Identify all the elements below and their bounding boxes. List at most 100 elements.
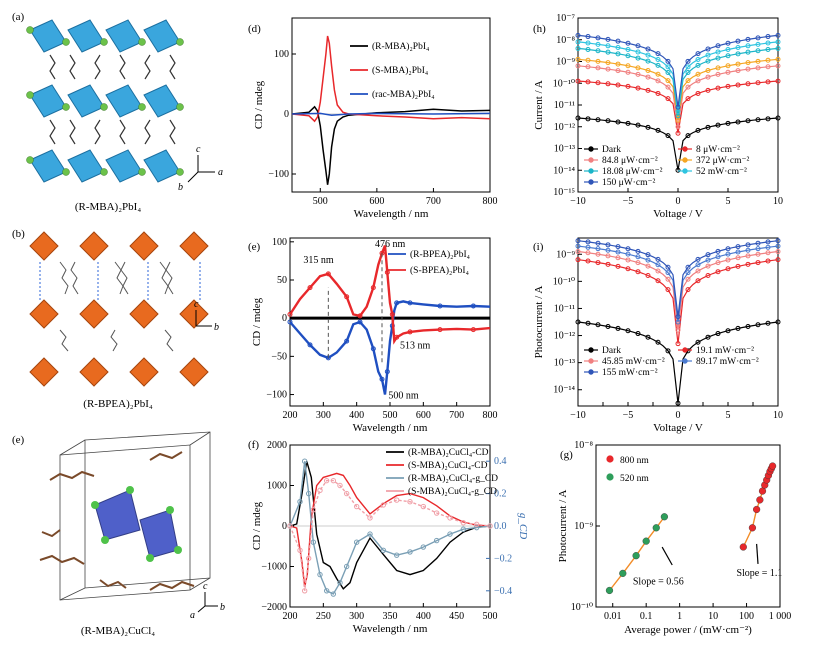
series-marker xyxy=(470,303,476,309)
series-marker xyxy=(625,63,631,69)
x-tick-label: −5 xyxy=(623,196,634,207)
y-right-tick-label: −0.2 xyxy=(494,553,512,564)
series-marker xyxy=(735,263,741,269)
x-axis-label: Wavelength / nm xyxy=(353,422,428,434)
series-line-0 xyxy=(577,321,779,404)
series-marker xyxy=(715,43,721,49)
series-marker xyxy=(765,250,771,256)
series-marker xyxy=(715,269,721,275)
series-marker xyxy=(595,117,601,123)
series-line-1 xyxy=(291,35,491,123)
series-marker xyxy=(367,515,373,521)
series-marker xyxy=(625,246,631,252)
x-tick-label: 500 xyxy=(383,410,398,421)
series-marker xyxy=(317,487,323,494)
series-marker xyxy=(655,51,661,57)
legend-label: (R-BPEA)₂PbI₄ xyxy=(410,249,470,260)
series-marker xyxy=(460,520,467,526)
panel-d-label: (d) xyxy=(248,23,261,35)
panel-g-label: (g) xyxy=(560,449,573,461)
y-axis-label: Current / A xyxy=(533,80,545,130)
series-marker xyxy=(625,47,631,53)
series-marker xyxy=(665,270,671,276)
series-marker xyxy=(675,319,681,325)
y-tick-label: 10⁻¹¹ xyxy=(554,303,575,314)
series-marker xyxy=(575,319,581,325)
x-tick-label: 0 xyxy=(676,410,681,421)
data-point xyxy=(756,496,764,504)
octahedra-layer-middle xyxy=(29,84,181,118)
series-marker xyxy=(575,39,581,45)
series-marker xyxy=(765,244,771,250)
y-axis-label: CD / mdeg xyxy=(251,501,263,550)
series-marker xyxy=(655,90,661,96)
y-tick-label: 10⁻¹¹ xyxy=(554,100,575,111)
legend-marker xyxy=(682,146,688,152)
series-marker xyxy=(775,39,781,45)
series-marker xyxy=(725,63,731,69)
series-marker xyxy=(595,41,601,47)
series-marker xyxy=(625,257,631,263)
y-tick-label: 10⁻¹⁰ xyxy=(553,276,575,287)
x-tick-label: 1 xyxy=(677,611,682,622)
series-marker xyxy=(407,549,413,555)
y-tick-label: 10⁻¹² xyxy=(554,331,575,342)
series-marker xyxy=(655,127,661,133)
series-marker xyxy=(575,78,581,84)
series-marker xyxy=(595,65,601,71)
series-marker xyxy=(655,71,661,77)
series-marker xyxy=(725,53,731,59)
x-axis-label: Voltage / V xyxy=(653,208,703,220)
series-marker xyxy=(765,116,771,122)
x-axis-label: Average power / (mW·cm⁻²) xyxy=(624,624,752,636)
series-marker xyxy=(725,257,731,263)
series-marker xyxy=(775,249,781,255)
series-marker xyxy=(675,400,681,406)
series-marker xyxy=(705,124,711,130)
series-marker xyxy=(745,247,751,253)
series-marker xyxy=(307,342,313,348)
series-marker xyxy=(305,555,312,562)
series-marker xyxy=(695,127,701,133)
series-marker xyxy=(745,60,751,66)
series-marker xyxy=(635,65,641,71)
series-marker xyxy=(695,90,701,96)
y-right-axis-label: g_CD xyxy=(517,513,529,539)
legend-marker xyxy=(682,157,688,163)
y-tick-label: 10⁻⁹ xyxy=(574,521,593,532)
legend-label: 520 nm xyxy=(620,474,649,484)
legend-label: 52 mW·cm⁻² xyxy=(696,167,747,177)
series-marker xyxy=(685,64,691,70)
x-tick-label: −10 xyxy=(570,196,586,207)
series-marker xyxy=(695,268,701,274)
series-marker xyxy=(625,53,631,59)
series-marker xyxy=(370,346,376,352)
series-marker xyxy=(460,526,467,532)
series-marker xyxy=(735,51,741,57)
legend-marker xyxy=(606,473,614,481)
x-tick-label: 300 xyxy=(316,410,331,421)
legend-label: 150 μW·cm⁻² xyxy=(602,178,655,188)
series-marker xyxy=(735,38,741,44)
legend-label: (R-MBA)₂CuCl₄-CD xyxy=(408,447,489,458)
axis-triad-e xyxy=(197,592,218,613)
series-marker xyxy=(685,70,691,76)
series-marker xyxy=(715,71,721,77)
series-marker xyxy=(675,327,681,333)
legend-marker xyxy=(682,347,688,353)
series-marker xyxy=(343,490,350,497)
series-marker xyxy=(755,48,761,54)
data-point xyxy=(632,552,640,560)
series-marker xyxy=(705,272,711,278)
y-tick-label: 10⁻⁹ xyxy=(556,57,575,68)
legend-label: (S-MBA)₂PbI₄ xyxy=(372,65,428,76)
series-marker xyxy=(605,242,611,248)
panel-a-caption: (R-MBA)₂PbI₄ xyxy=(75,201,142,213)
series-marker xyxy=(585,79,591,85)
series-marker xyxy=(635,122,641,128)
series-marker xyxy=(715,254,721,260)
series-marker xyxy=(685,58,691,64)
x-tick-label: 500 xyxy=(313,196,328,207)
series-marker xyxy=(715,85,721,91)
